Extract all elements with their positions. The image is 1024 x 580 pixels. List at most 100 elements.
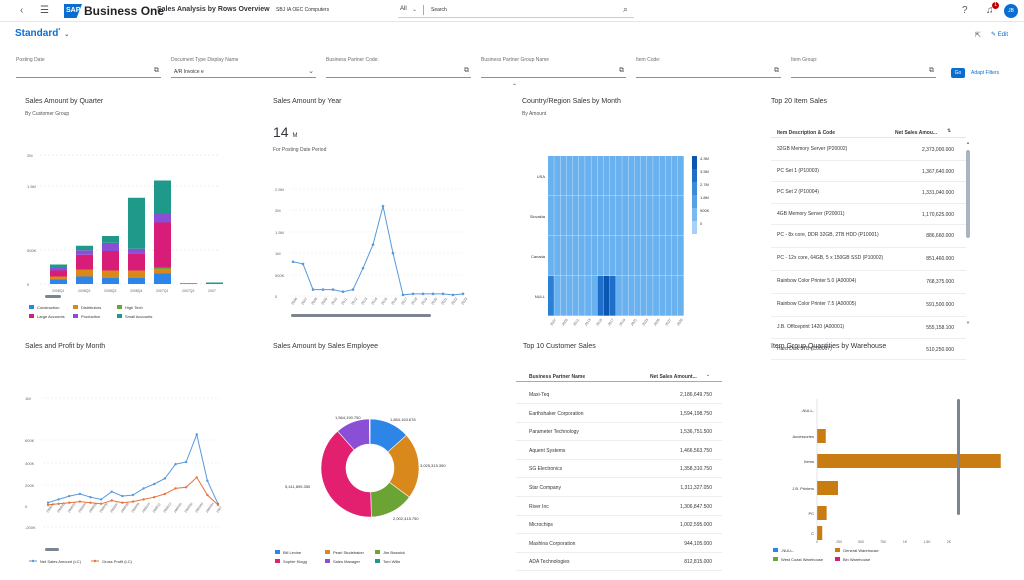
card-sales-by-year[interactable]: Sales Amount by Year 14 M For Posting Da…: [273, 98, 505, 328]
table-row[interactable]: Rainbow Color Printer 5.0 (A00004) 768,37…: [771, 274, 966, 294]
column-header[interactable]: Net Sales Amou...: [895, 130, 938, 136]
sort-icon[interactable]: ⇅: [947, 128, 952, 134]
table-row[interactable]: Aquent Systems 1,466,563.750: [516, 442, 722, 460]
chevron-down-icon[interactable]: ⌄: [412, 7, 418, 13]
table-row[interactable]: SG Electronics 1,358,310.750: [516, 460, 722, 479]
filter-input[interactable]: A/R Invoice e: [171, 67, 316, 78]
share-icon[interactable]: ⇱: [975, 32, 981, 39]
card-top-customers[interactable]: Top 10 Customer Sales Business Partner N…: [516, 343, 748, 580]
x-tick-label: 2020: [431, 297, 439, 306]
search-input[interactable]: Search: [431, 7, 447, 13]
column-header[interactable]: Item Description & Code: [777, 130, 836, 136]
table-row[interactable]: Star Company 1,311,327.050: [516, 479, 722, 497]
item-value: 1,367,640.000: [922, 168, 954, 175]
item-value: 886,660.000: [926, 233, 954, 239]
table-row[interactable]: PC - 8x core, DDR 32GB, 2TB HDD (P10001)…: [771, 228, 966, 248]
card-title: Item Group Quantities by Warehouse: [771, 343, 887, 350]
table-row[interactable]: PC Set 1 (P10003) 1,367,640.000: [771, 164, 966, 182]
card-sales-profit-month[interactable]: Sales and Profit by Month -200K 0 200K 400K…: [25, 343, 257, 580]
card-title: Sales Amount by Quarter: [25, 98, 104, 105]
table-row[interactable]: Maxi-Teq 2,186,649.750: [516, 386, 722, 404]
table-row[interactable]: 32GB Memory Server (P20002) 2,373,000.000: [771, 142, 966, 161]
logo[interactable]: SAP Business One: [64, 4, 164, 18]
variant-selector[interactable]: Standard*⌄: [15, 28, 69, 39]
variant-modified-marker: *: [58, 28, 61, 34]
table-row[interactable]: Rainbow Color Printer 7.5 (A00005) 591,50…: [771, 297, 966, 317]
value-help-icon[interactable]: ⧉: [774, 67, 779, 74]
back-icon[interactable]: ‹: [20, 5, 24, 16]
help-icon[interactable]: ?: [962, 5, 968, 16]
filter-input[interactable]: [791, 67, 936, 78]
card-sales-employee[interactable]: Sales Amount by Sales Employee 1,854,163…: [273, 343, 505, 580]
legend-label: 2.7M: [700, 182, 709, 187]
y-tick-label: 1.5M: [27, 184, 36, 189]
table-row[interactable]: Parameter Technology 1,536,751.500: [516, 423, 722, 442]
value-help-icon[interactable]: ⧉: [464, 67, 469, 74]
chevron-down-icon[interactable]: ⌄: [706, 372, 711, 378]
scrollbar[interactable]: [966, 150, 970, 238]
item-name: Rainbow Color Printer 5.0 (A00004): [777, 278, 857, 284]
heatmap-cell: [659, 236, 666, 276]
value-help-icon[interactable]: ⧉: [929, 67, 934, 74]
donut-slice: [320, 430, 372, 518]
heatmap-cell: [597, 236, 604, 276]
legend-swatch: [692, 169, 697, 182]
card-item-group-qty[interactable]: Item Group Quantities by Warehouse -NULL…: [771, 343, 1003, 580]
filter-input[interactable]: [16, 67, 161, 78]
x-tick-label: 2K: [947, 540, 952, 544]
customer-name: Earthshaker Corporation: [529, 410, 584, 417]
card-sales-by-quarter[interactable]: Sales Amount by Quarter By Customer Grou…: [25, 98, 257, 328]
table-row[interactable]: 4GB Memory Server (P20001) 1,170,625.000: [771, 207, 966, 225]
data-point: [163, 492, 167, 496]
heatmap-cell: [671, 156, 678, 196]
search-scope[interactable]: All: [400, 6, 407, 12]
bar: [817, 526, 823, 540]
search-field[interactable]: All ⌄ Search ⌕: [398, 4, 634, 18]
x-tick-label: 2017: [607, 318, 615, 327]
edit-icon[interactable]: ✎ Edit: [991, 32, 1009, 38]
collapse-header-icon[interactable]: ⌃: [512, 84, 518, 90]
legend-swatch: [692, 156, 697, 169]
table-row[interactable]: J.B. Officeprint 1420 (A00001) 555,158.10…: [771, 320, 966, 339]
scroll-up-icon[interactable]: ▲: [966, 140, 970, 145]
table-row[interactable]: ADA Technologies 812,815.000: [516, 553, 722, 572]
adapt-filters-button[interactable]: Adapt Filters: [971, 70, 1000, 76]
scroll-down-icon[interactable]: ▼: [966, 320, 970, 325]
go-button[interactable]: Go: [951, 68, 965, 78]
bar-segment: [50, 270, 67, 277]
table-row[interactable]: Mashina Corporation 944,105.000: [516, 535, 722, 553]
chevron-down-icon[interactable]: ⌄: [308, 68, 314, 75]
table-row[interactable]: Earthshaker Corporation 1,594,198.750: [516, 405, 722, 423]
table-row[interactable]: River Inc 1,306,847.500: [516, 498, 722, 516]
avatar[interactable]: JB: [1004, 4, 1018, 18]
table-row[interactable]: PC Set 2 (P10004) 1,331,040.000: [771, 185, 966, 204]
table-row[interactable]: PC - 12x core, 64GB, 5 x 150GB SSD (P100…: [771, 251, 966, 271]
table-header: Business Partner Name Net Sales Amount..…: [516, 370, 722, 382]
card-country-sales[interactable]: Country/Region Sales by Month By Amount …: [522, 98, 754, 328]
bell-icon[interactable]: ♫: [986, 5, 994, 16]
table-row[interactable]: Hard Disk 3TB (C00007) 510,250.000: [771, 342, 966, 360]
heatmap-cell: [640, 196, 647, 236]
filter-input[interactable]: [326, 67, 471, 78]
heatmap-cell: [634, 196, 641, 236]
filter-input[interactable]: [636, 67, 781, 78]
chevron-down-icon[interactable]: ⌄: [64, 32, 70, 38]
column-header[interactable]: Business Partner Name: [529, 374, 586, 380]
filter-input[interactable]: [481, 67, 626, 78]
value-help-icon[interactable]: ⧉: [154, 67, 159, 74]
app-title[interactable]: Sales Analysis by Rows Overview: [157, 6, 270, 13]
table-row[interactable]: Microchips 1,002,595.000: [516, 516, 722, 535]
column-header[interactable]: Net Sales Amount...: [650, 374, 697, 380]
card-top-items[interactable]: Top 20 Item Sales Item Description & Cod…: [771, 98, 1003, 360]
bar-segment: [154, 267, 171, 270]
heatmap-cell: [671, 196, 678, 236]
value-help-icon[interactable]: ⧉: [619, 67, 624, 74]
x-tick-label: 2025: [653, 318, 661, 327]
search-icon[interactable]: ⌕: [623, 4, 629, 14]
bar: [817, 481, 838, 495]
menu-icon[interactable]: ☰: [40, 5, 49, 16]
heatmap-cell: [603, 276, 610, 316]
y-tick-label: 400K: [25, 461, 35, 466]
x-tick-label: 2009/01: [173, 502, 183, 514]
customer-value: 1,466,563.750: [680, 447, 712, 454]
